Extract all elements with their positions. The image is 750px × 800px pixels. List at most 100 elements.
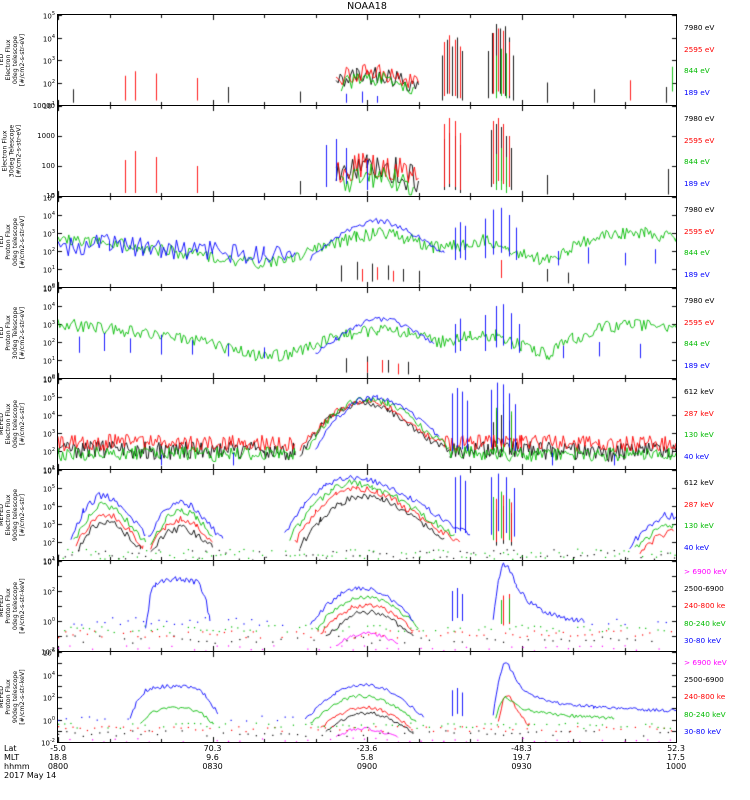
- y-tick-label: 102: [42, 338, 55, 348]
- legend-item: 612 keV: [684, 478, 714, 488]
- y-tick-label: 102: [42, 693, 55, 703]
- y-tick-label: 102: [42, 587, 55, 597]
- axis-tick-value: 9.6: [206, 753, 219, 762]
- ylabel-line: Proton Flux: [4, 224, 12, 260]
- axis-tick-value: 0800: [47, 762, 69, 771]
- y-tick-label: 103: [42, 229, 55, 239]
- panel-canvas-ted-electron-0deg: [58, 15, 676, 105]
- ylabel-line: [#/cm2-s-str-eV]: [19, 33, 27, 87]
- y-tick-label: 105: [42, 484, 55, 494]
- ylabel-line: [#/cm2-s-str-eV]: [15, 124, 23, 178]
- panel-ylabel-text: TED Proton Flux 0deg telescope [#/cm2-s-str…: [0, 196, 26, 288]
- ylabel-line: Electron Flux: [4, 494, 12, 536]
- y-tick-label: 106: [42, 648, 55, 658]
- legend-item: 844 eV: [684, 157, 710, 167]
- ylabel-line: [#/cm2-s-str]: [19, 402, 27, 446]
- panel-plot-area: [57, 378, 677, 470]
- legend-item: 844 eV: [684, 66, 710, 76]
- y-tick-label: 104: [42, 557, 55, 567]
- legend-item: 287 keV: [684, 408, 714, 418]
- legend-item: 30-80 keV: [684, 635, 721, 645]
- y-tick-label: 104: [42, 411, 55, 421]
- y-tick-label: 10: [46, 192, 55, 200]
- y-tick-label: 102: [42, 447, 55, 457]
- axis-tick-value: 5.8: [360, 753, 374, 762]
- axis-row-label: MLT: [4, 753, 20, 762]
- panel-ylabel-text: TED Electron Flux 0deg telescope [#/cm2-s-s…: [0, 14, 26, 106]
- panel-canvas-electron-30deg: [58, 106, 676, 196]
- legend-item: 40 keV: [684, 451, 710, 461]
- axis-tick-value: 70.3: [203, 744, 222, 753]
- legend-item: 287 keV: [684, 499, 714, 509]
- bottom-axis: Lat -5.0 70.3 -23.6 -48.3 52.3 MLT 18.8 9.6 5.8 19…: [0, 744, 750, 800]
- ylabel-line: 0deg telescope: [12, 35, 19, 85]
- panel-plot-area: [57, 105, 677, 197]
- legend-item: 2500-6900: [684, 675, 724, 685]
- y-tick-label: 105: [42, 11, 55, 21]
- panel-ylabel-text: MEPED Electron Flux 90deg telescope [#/cm2-…: [0, 469, 26, 561]
- legend-item: 189 eV: [684, 178, 710, 188]
- ylabel-line: 0deg telescope: [12, 217, 19, 267]
- panel-plot-area: [57, 469, 677, 561]
- legend-item: 844 eV: [684, 248, 710, 258]
- legend-item: > 6900 keV: [684, 567, 727, 577]
- legend-item: 240-800 ke: [684, 692, 726, 702]
- panel-meped-proton-90deg: MEPED Proton Flux 90deg telescope [#/cm2-s-…: [0, 648, 750, 747]
- panel-plot-area: [57, 287, 677, 379]
- ylabel-line: Electron Flux: [4, 39, 12, 81]
- ylabel-line: 30deg Telescope: [12, 306, 19, 360]
- axis-tick-value: -48.3: [511, 744, 532, 753]
- y-tick-label: 102: [42, 538, 55, 548]
- panel-legend-ted-proton-0deg: 7980 eV 2595 eV 844 eV 189 eV: [677, 196, 750, 288]
- legend-item: 2595 eV: [684, 44, 715, 54]
- legend-item: 7980 eV: [684, 205, 715, 215]
- panel-meped-electron-0deg: MEPED Electron Flux 0deg telescope [#/cm2-s…: [0, 375, 750, 474]
- legend-item: 189 eV: [684, 360, 710, 370]
- y-tick-label: 100: [42, 617, 55, 627]
- axis-row-label: Lat: [4, 744, 17, 753]
- y-tick-label: 103: [42, 429, 55, 439]
- panel-ylabel-text: TED Proton Flux 30deg Telescope [#/cm2-s-st…: [0, 287, 26, 379]
- panel-ylabel-meped-proton-0deg: MEPED Proton Flux 0deg telescope [#/cm2-s-s…: [0, 557, 57, 656]
- y-tick-label: 104: [42, 670, 55, 680]
- ylabel-line: 0deg telescope: [12, 399, 19, 449]
- legend-item: 80-240 keV: [684, 709, 726, 719]
- axis-tick-value: 0830: [202, 762, 223, 771]
- y-tick-label: 104: [42, 33, 55, 43]
- ylabel-line: Electron Flux: [1, 130, 9, 172]
- panel-ylabel-text: MEPED Proton Flux 90deg telescope [#/cm2-s-…: [0, 651, 26, 743]
- ylabel-line: Proton Flux: [4, 679, 12, 715]
- legend-item: 189 eV: [684, 269, 710, 279]
- date-row: 2017 May 14: [0, 771, 750, 780]
- y-tick-label: 101: [42, 265, 55, 275]
- panel-ted-proton-0deg: TED Proton Flux 0deg telescope [#/cm2-s-str…: [0, 193, 750, 292]
- y-tick-label: 100: [41, 162, 55, 170]
- axis-tick-value: 0930: [511, 762, 532, 771]
- y-tick-label: 10-2: [41, 647, 55, 657]
- y-tick-label: 102: [42, 247, 55, 257]
- y-tick-label: 105: [42, 193, 55, 203]
- panel-ylabel-meped-electron-0deg: MEPED Electron Flux 0deg telescope [#/cm2-s…: [0, 375, 57, 474]
- y-tick-label: 102: [42, 78, 55, 88]
- axis-tick-value: -23.6: [356, 744, 378, 753]
- date-label: 2017 May 14: [4, 771, 57, 780]
- legend-item: 30-80 keV: [684, 726, 721, 736]
- panel-legend-meped-proton-90deg: > 6900 keV 2500-6900 240-800 ke 80-240 keV 3…: [677, 651, 750, 743]
- y-tick-label: 100: [42, 283, 55, 293]
- y-tick-label: 104: [42, 502, 55, 512]
- y-tick-label: 104: [42, 302, 55, 312]
- legend-item: 2595 eV: [684, 317, 715, 327]
- ylabel-line: 90deg telescope: [12, 488, 19, 542]
- legend-item: 7980 eV: [684, 114, 715, 124]
- panel-ted-proton-30deg: TED Proton Flux 30deg Telescope [#/cm2-s-st…: [0, 284, 750, 383]
- panel-plot-area: [57, 196, 677, 288]
- axis-tick-value: 18.8: [49, 753, 67, 762]
- panel-plot-area: [57, 651, 677, 743]
- panel-electron-30deg: Electron Flux 30deg Telescope [#/cm2-s-str…: [0, 102, 750, 200]
- panel-ylabel-text: MEPED Electron Flux 0deg telescope [#/cm2-s…: [0, 378, 26, 470]
- panel-ylabel-meped-electron-90deg: MEPED Electron Flux 90deg telescope [#/cm2-…: [0, 466, 57, 565]
- ylabel-line: [#/cm2-s-str-keV]: [19, 578, 27, 634]
- y-tick-label: 105: [42, 284, 55, 294]
- y-tick-label: 103: [42, 320, 55, 330]
